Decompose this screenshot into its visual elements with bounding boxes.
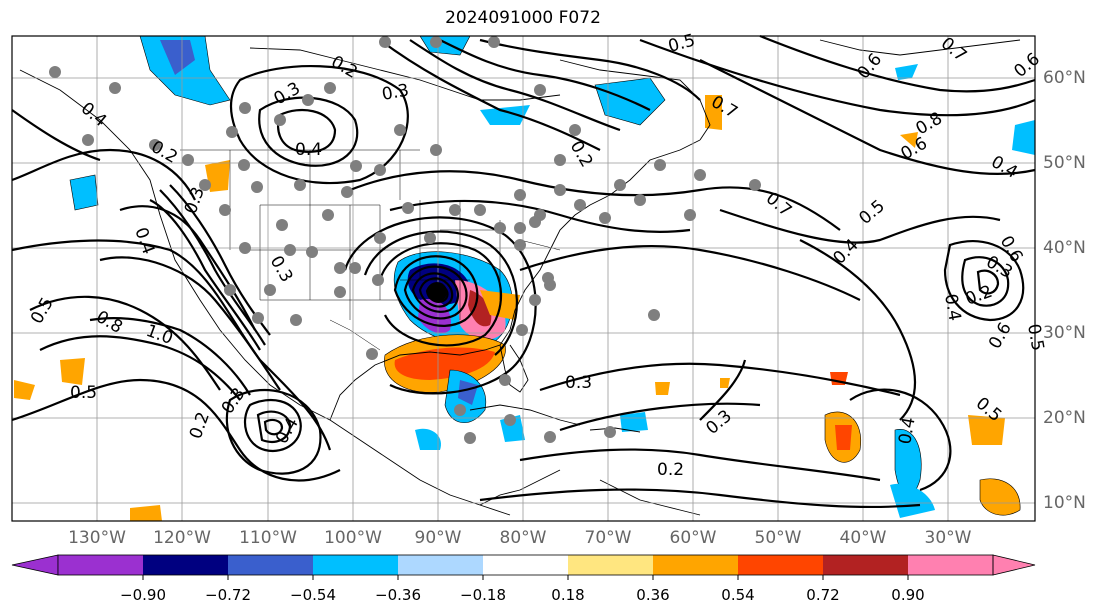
contour-label: 0.4: [940, 292, 964, 322]
lon-label: 60°W: [669, 528, 717, 548]
lat-label: 50°N: [1043, 153, 1086, 173]
gridlines: [12, 36, 1035, 521]
colorbar-tick-label: 0.90: [891, 586, 925, 604]
colorbar-tick-label: 0.72: [806, 586, 840, 604]
map-frame: [11, 35, 1036, 522]
colorbar-tick-label: −0.90: [120, 586, 166, 604]
contour-label: 0.5: [70, 383, 97, 403]
colorbar: [11, 554, 1036, 580]
colorbar-tick-label: −0.18: [460, 586, 506, 604]
colorbar-tick-label: −0.54: [290, 586, 336, 604]
map-title: 2024091000 F072: [445, 8, 601, 28]
colorbar-underflow-arrow: [11, 554, 59, 576]
lon-label: 110°W: [239, 528, 297, 548]
colorbar-tick-label: −0.36: [375, 586, 421, 604]
contour-label: 0.4: [295, 140, 322, 160]
lon-label: 130°W: [68, 528, 126, 548]
lon-label: 90°W: [414, 528, 462, 548]
lat-label: 30°N: [1043, 323, 1086, 343]
cyclone-center-icon: [427, 282, 447, 302]
colorbar-tick-label: 0.54: [721, 586, 755, 604]
colorbar-tick-label: 0.36: [636, 586, 670, 604]
contour-label: 0.4: [895, 416, 919, 446]
lat-label: 40°N: [1043, 238, 1086, 258]
lon-label: 100°W: [324, 528, 382, 548]
lat-label: 10°N: [1043, 493, 1086, 513]
contour-label: 0.2: [657, 460, 684, 480]
lat-label: 60°N: [1043, 68, 1086, 88]
lat-label: 20°N: [1043, 408, 1086, 428]
station-dots: [49, 36, 761, 444]
lon-label: 30°W: [924, 528, 972, 548]
colorbar-overflow-arrow: [992, 554, 1036, 576]
contour-label: 0.5: [1023, 322, 1047, 352]
lon-label: 120°W: [153, 528, 211, 548]
lon-label: 40°W: [839, 528, 887, 548]
colorbar-tick-label: −0.72: [205, 586, 251, 604]
lon-label: 80°W: [499, 528, 547, 548]
colorbar-tick-label: 0.18: [551, 586, 585, 604]
contour-label: 0.3: [380, 81, 410, 105]
lon-label: 70°W: [584, 528, 632, 548]
lon-label: 50°W: [754, 528, 802, 548]
contour-lines: [11, 34, 1036, 509]
contour-label: 0.3: [565, 373, 592, 393]
